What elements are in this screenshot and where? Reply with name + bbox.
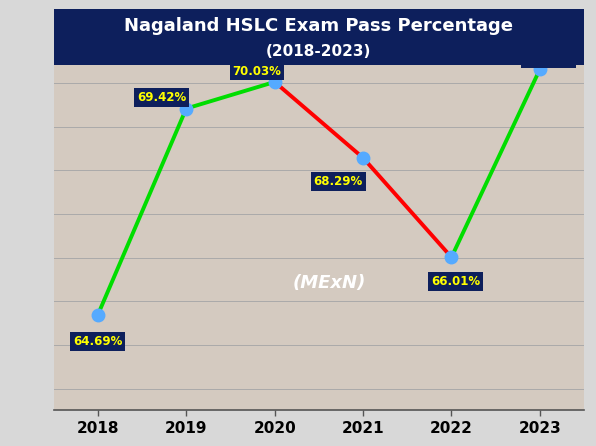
Text: 64.69%: 64.69% xyxy=(73,335,123,348)
Point xyxy=(535,66,545,73)
Point xyxy=(181,105,191,112)
Point xyxy=(93,311,103,318)
Point xyxy=(358,154,368,161)
Text: 70.03%: 70.03% xyxy=(232,65,281,78)
Text: (2018-2023): (2018-2023) xyxy=(266,44,371,59)
Text: 70.32%: 70.32% xyxy=(524,52,573,65)
Text: 66.01%: 66.01% xyxy=(432,275,480,288)
Text: Nagaland HSLC Exam Pass Percentage: Nagaland HSLC Exam Pass Percentage xyxy=(125,17,513,35)
Text: 68.29%: 68.29% xyxy=(313,175,363,188)
Point xyxy=(270,78,280,86)
FancyBboxPatch shape xyxy=(54,18,584,410)
Text: (MExN): (MExN) xyxy=(293,274,366,292)
Text: 69.42%: 69.42% xyxy=(137,91,186,104)
Point xyxy=(447,254,457,261)
